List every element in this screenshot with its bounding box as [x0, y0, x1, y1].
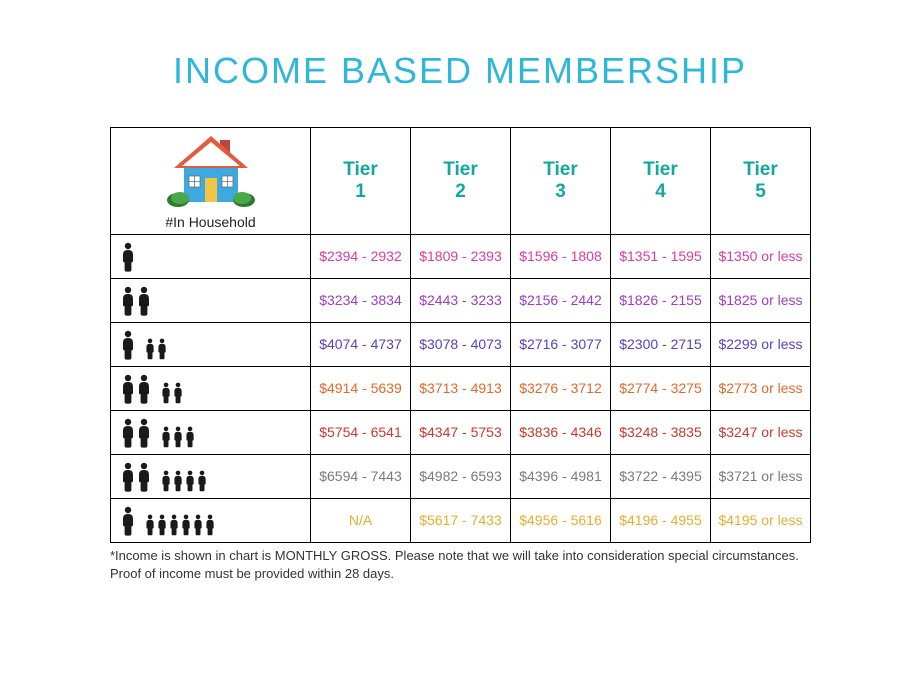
person-icon [185, 470, 195, 492]
income-cell: $3722 - 4395 [611, 455, 711, 499]
tier-header-1: Tier1 [311, 128, 411, 235]
household-size-cell [111, 499, 311, 543]
table-row: $2394 - 2932$1809 - 2393$1596 - 1808$135… [111, 235, 811, 279]
income-cell: $4196 - 4955 [611, 499, 711, 543]
person-icon [193, 514, 203, 536]
income-cell: $4195 or less [711, 499, 811, 543]
person-icon [137, 374, 151, 404]
table-body: $2394 - 2932$1809 - 2393$1596 - 1808$135… [111, 235, 811, 543]
income-cell: $3836 - 4346 [511, 411, 611, 455]
income-cell: $2299 or less [711, 323, 811, 367]
income-cell: $5754 - 6541 [311, 411, 411, 455]
household-size-cell [111, 455, 311, 499]
income-cell: $1809 - 2393 [411, 235, 511, 279]
household-size-cell [111, 367, 311, 411]
income-cell: $4914 - 5639 [311, 367, 411, 411]
page-container: INCOME BASED MEMBERSHIP #In Household Ti… [0, 0, 920, 582]
person-icon [161, 382, 171, 404]
income-cell: $1351 - 1595 [611, 235, 711, 279]
household-size-cell [111, 279, 311, 323]
membership-table: #In Household Tier1Tier2Tier3Tier4Tier5 … [110, 127, 811, 543]
membership-table-wrap: #In Household Tier1Tier2Tier3Tier4Tier5 … [110, 127, 810, 543]
income-cell: $1825 or less [711, 279, 811, 323]
person-icon [181, 514, 191, 536]
income-cell: $2300 - 2715 [611, 323, 711, 367]
income-cell: $1350 or less [711, 235, 811, 279]
person-icon [137, 286, 151, 316]
house-icon [156, 134, 266, 212]
person-icon [197, 470, 207, 492]
income-cell: $3234 - 3834 [311, 279, 411, 323]
footnote-text: *Income is shown in chart is MONTHLY GRO… [110, 547, 810, 582]
tier-header-4: Tier4 [611, 128, 711, 235]
tier-header-3: Tier3 [511, 128, 611, 235]
person-icon [121, 506, 135, 536]
table-row: $3234 - 3834$2443 - 3233$2156 - 2442$182… [111, 279, 811, 323]
table-row: $5754 - 6541$4347 - 5753$3836 - 4346$324… [111, 411, 811, 455]
income-cell: $4396 - 4981 [511, 455, 611, 499]
person-icon [121, 462, 135, 492]
tier-header-5: Tier5 [711, 128, 811, 235]
income-cell: $4074 - 4737 [311, 323, 411, 367]
person-icon [173, 470, 183, 492]
income-cell: $4347 - 5753 [411, 411, 511, 455]
tier-header-2: Tier2 [411, 128, 511, 235]
income-cell: $4982 - 6593 [411, 455, 511, 499]
person-icon [161, 470, 171, 492]
household-size-cell [111, 235, 311, 279]
person-icon [121, 418, 135, 448]
person-icon [137, 462, 151, 492]
income-cell: $2156 - 2442 [511, 279, 611, 323]
table-row: $4914 - 5639$3713 - 4913$3276 - 3712$277… [111, 367, 811, 411]
person-icon [121, 286, 135, 316]
income-cell: $2443 - 3233 [411, 279, 511, 323]
person-icon [161, 426, 171, 448]
table-row: $6594 - 7443$4982 - 6593$4396 - 4981$372… [111, 455, 811, 499]
income-cell: $4956 - 5616 [511, 499, 611, 543]
person-icon [173, 382, 183, 404]
table-header-row: #In Household Tier1Tier2Tier3Tier4Tier5 [111, 128, 811, 235]
income-cell: $1596 - 1808 [511, 235, 611, 279]
income-cell: $2394 - 2932 [311, 235, 411, 279]
person-icon [205, 514, 215, 536]
income-cell: $5617 - 7433 [411, 499, 511, 543]
income-cell: $2773 or less [711, 367, 811, 411]
person-icon [173, 426, 183, 448]
income-cell: $6594 - 7443 [311, 455, 411, 499]
household-size-cell [111, 323, 311, 367]
income-cell: $1826 - 2155 [611, 279, 711, 323]
income-cell: N/A [311, 499, 411, 543]
table-row: $4074 - 4737$3078 - 4073$2716 - 3077$230… [111, 323, 811, 367]
income-cell: $3276 - 3712 [511, 367, 611, 411]
table-row: N/A$5617 - 7433$4956 - 5616$4196 - 4955$… [111, 499, 811, 543]
income-cell: $3721 or less [711, 455, 811, 499]
page-title: INCOME BASED MEMBERSHIP [60, 50, 860, 92]
household-header-cell: #In Household [111, 128, 311, 235]
person-icon [121, 330, 135, 360]
income-cell: $3248 - 3835 [611, 411, 711, 455]
income-cell: $3713 - 4913 [411, 367, 511, 411]
income-cell: $2774 - 3275 [611, 367, 711, 411]
person-icon [145, 514, 155, 536]
person-icon [157, 514, 167, 536]
person-icon [185, 426, 195, 448]
person-icon [169, 514, 179, 536]
income-cell: $3078 - 4073 [411, 323, 511, 367]
household-size-cell [111, 411, 311, 455]
person-icon [157, 338, 167, 360]
person-icon [121, 374, 135, 404]
person-icon [145, 338, 155, 360]
income-cell: $2716 - 3077 [511, 323, 611, 367]
person-icon [137, 418, 151, 448]
income-cell: $3247 or less [711, 411, 811, 455]
person-icon [121, 242, 135, 272]
household-caption: #In Household [115, 214, 306, 230]
